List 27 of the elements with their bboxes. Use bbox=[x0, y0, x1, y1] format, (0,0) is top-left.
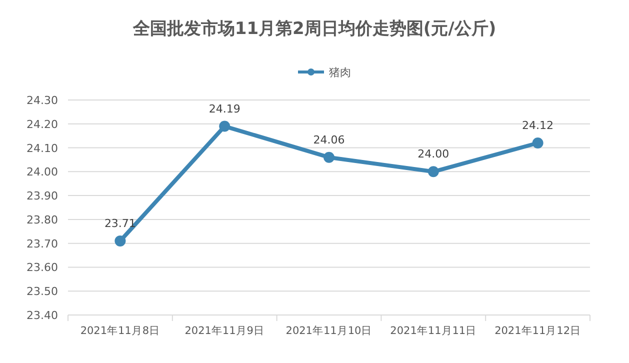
y-tick-label: 24.00 bbox=[26, 166, 58, 179]
point bbox=[219, 120, 230, 132]
data-label: 24.06 bbox=[313, 133, 345, 146]
x-tick-label: 2021年11月10日 bbox=[286, 325, 372, 337]
x-tick-label: 2021年11月12日 bbox=[494, 325, 582, 337]
y-tick-label: 23.80 bbox=[26, 213, 58, 226]
y-tick-label: 23.90 bbox=[26, 190, 58, 203]
data-label: 23.71 bbox=[104, 216, 136, 230]
x-tick-label: 2021年11月11日 bbox=[390, 325, 477, 337]
legend-label: 猪肉 bbox=[329, 66, 351, 79]
data-label: 24.12 bbox=[522, 119, 554, 132]
y-tick-label: 23.70 bbox=[26, 237, 58, 250]
y-tick-label: 23.60 bbox=[26, 261, 58, 274]
point bbox=[324, 152, 334, 163]
point bbox=[114, 235, 126, 246]
y-tick-label: 24.10 bbox=[26, 142, 58, 155]
y-tick-label: 24.20 bbox=[26, 118, 58, 131]
y-tick-label: 23.50 bbox=[26, 285, 58, 298]
chart-title: 全国批发市场11月第2周日均价走势图(元/公斤) bbox=[132, 19, 496, 39]
y-tick-label: 23.40 bbox=[26, 309, 58, 322]
data-label: 24.00 bbox=[418, 148, 450, 161]
data-label: 24.19 bbox=[208, 102, 240, 116]
x-tick-label: 2021年11月8日 bbox=[80, 325, 160, 337]
x-tick-label: 2021年11月9日 bbox=[184, 325, 264, 337]
y-tick-label: 24.30 bbox=[26, 94, 58, 107]
point bbox=[428, 166, 439, 178]
point bbox=[532, 138, 544, 148]
